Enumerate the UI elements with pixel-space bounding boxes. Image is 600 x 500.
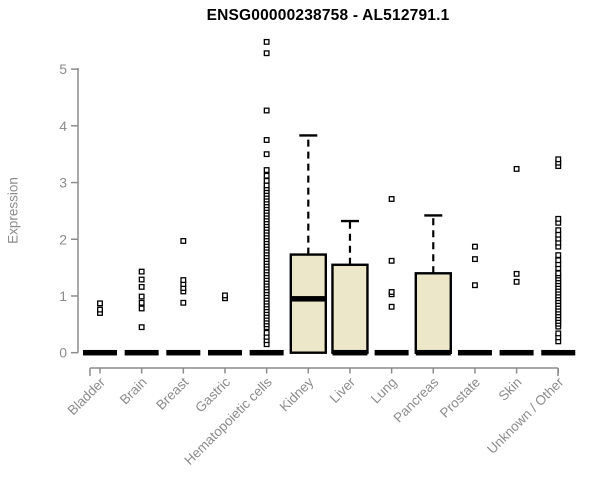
x-tick-label-gastric: Gastric [192, 374, 233, 415]
y-tick-label: 0 [59, 345, 67, 361]
median-line [415, 349, 451, 356]
outlier-point [513, 278, 520, 285]
y-tick-label: 5 [59, 61, 67, 77]
x-tick-label-pancreas: Pancreas [390, 374, 441, 425]
outlier-point [97, 306, 103, 313]
box-rect [331, 263, 369, 354]
boxplot-gastric [207, 292, 242, 356]
outlier-point [263, 151, 270, 158]
boxplot-brain [124, 268, 159, 356]
boxplot-hematopoietic-cells [249, 38, 284, 356]
outlier-point [555, 330, 562, 337]
boxplot-bladder [83, 300, 117, 356]
boxplot-breast [166, 238, 201, 356]
outlier-point [97, 300, 103, 307]
collapsed-box [457, 349, 492, 356]
outlier-point [388, 257, 395, 264]
boxplot-prostate [457, 243, 492, 356]
collapsed-box [207, 349, 242, 356]
outlier-point [513, 270, 520, 277]
x-tick-label-liver: Liver [327, 374, 359, 406]
outlier-point [555, 270, 562, 277]
upper-whisker [299, 134, 318, 255]
outlier-point [138, 268, 145, 275]
collapsed-box [374, 349, 409, 356]
boxplot-kidney [289, 134, 327, 354]
y-axis: 0 1 2 3 4 5 [59, 61, 79, 361]
outlier-point [471, 256, 478, 263]
y-tick-label: 4 [59, 118, 67, 134]
x-tick-label-skin: Skin [496, 375, 525, 404]
outlier-point [388, 196, 395, 202]
outlier-point [138, 324, 145, 331]
y-tick-label: 3 [59, 175, 67, 191]
collapsed-box [166, 349, 201, 356]
outlier-point [263, 167, 270, 174]
outlier-point [555, 252, 562, 259]
collapsed-box [83, 349, 117, 356]
outlier-point [263, 137, 270, 143]
x-tick-label-brain: Brain [117, 375, 150, 408]
outlier-point [263, 38, 270, 45]
collapsed-box [124, 349, 159, 356]
outlier-point [138, 299, 145, 306]
outlier-point [555, 257, 562, 264]
outlier-point [555, 156, 562, 163]
boxplot-liver [331, 219, 369, 356]
outlier-point [263, 329, 270, 336]
boxplot-pancreas [414, 214, 452, 356]
x-tick-label-lung: Lung [368, 375, 400, 407]
box-rect [289, 253, 327, 354]
box-rect [414, 272, 452, 354]
collapsed-box [249, 349, 284, 356]
outlier-point [513, 165, 520, 172]
outlier-point [263, 177, 270, 184]
x-tick-label-breast: Breast [153, 374, 191, 412]
upper-whisker [340, 219, 359, 265]
outlier-point [180, 299, 187, 306]
x-tick-label-unknown-other: Unknown / Other [484, 374, 567, 457]
median-line [332, 349, 368, 356]
outlier-point [263, 50, 270, 57]
outlier-point [138, 305, 145, 312]
outlier-point [138, 276, 145, 283]
median-line [290, 296, 326, 302]
outlier-point [388, 303, 395, 310]
x-tick-label-bladder: Bladder [65, 374, 109, 418]
outlier-point [555, 227, 562, 234]
outlier-point [138, 293, 145, 300]
boxplot-unknown-other [541, 156, 576, 356]
outlier-point [263, 107, 270, 114]
x-tick-label-prostate: Prostate [437, 375, 483, 421]
collapsed-box [541, 349, 576, 356]
outlier-point [263, 172, 270, 179]
outlier-point [180, 277, 187, 284]
collapsed-box [499, 349, 534, 356]
x-tick-label-kidney: Kidney [277, 374, 317, 414]
boxplot-lung [374, 196, 409, 356]
outlier-point [555, 215, 562, 222]
upper-whisker [424, 214, 443, 274]
outlier-point [138, 283, 145, 290]
outlier-point [471, 282, 478, 289]
outlier-point [222, 292, 228, 299]
outlier-point [471, 243, 478, 250]
y-tick-label: 1 [59, 288, 67, 304]
outlier-point [180, 238, 187, 244]
y-tick-label: 2 [59, 231, 67, 247]
outlier-point [388, 289, 395, 295]
boxplot-skin [499, 165, 534, 356]
chart-title: ENSG00000238758 - AL512791.1 [206, 7, 450, 24]
